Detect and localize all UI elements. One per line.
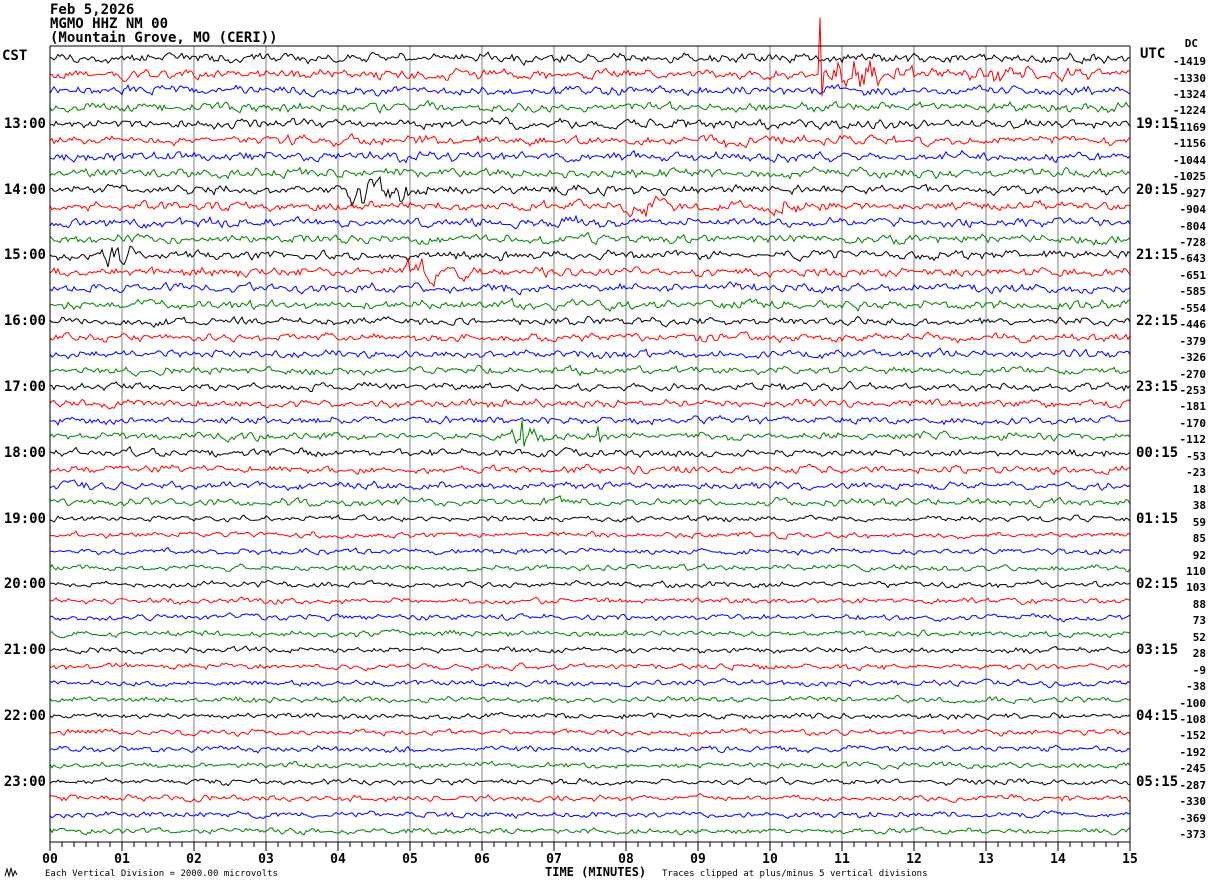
microvolt-scale-icon [4,867,18,878]
cst-hour-label: 13:00 [3,115,46,132]
dc-offset-value: -112 [1179,433,1207,447]
minute-tick-label: 08 [618,852,634,867]
utc-hour-label: 03:15 [1136,642,1179,659]
dc-offset-value: -326 [1179,351,1207,365]
utc-hour-label: 05:15 [1136,773,1179,790]
dc-offset-value: 88 [1192,597,1206,611]
utc-hour-label: 04:15 [1136,708,1179,724]
utc-hour-label: 00:15 [1136,444,1179,461]
dc-offset-value: 52 [1192,630,1206,644]
dc-offset-value: -904 [1179,203,1207,216]
dc-offset-value: -287 [1179,778,1207,792]
minute-tick-label: 14 [1050,852,1066,867]
dc-offset-value: -330 [1179,795,1207,809]
utc-hour-label: 21:15 [1136,247,1179,264]
dc-offset-value: -554 [1179,301,1207,315]
cst-hour-label: 22:00 [3,708,46,724]
minute-tick-label: 10 [762,852,778,867]
utc-hour-label: 22:15 [1136,313,1179,330]
minute-tick-label: 05 [402,852,418,867]
dc-offset-value: -245 [1179,762,1207,776]
dc-offset-value: 73 [1192,614,1206,628]
dc-offset-value: 110 [1186,565,1206,578]
cst-hour-label: 16:00 [3,313,46,330]
dc-offset-value: -804 [1179,219,1207,233]
dc-offset-value: -1169 [1172,120,1206,134]
dc-offset-value: -1419 [1172,55,1206,68]
dc-offset-value: -728 [1179,235,1207,249]
dc-offset-value: -1224 [1172,104,1206,118]
dc-offset-value: -23 [1186,466,1206,480]
dc-offset-value: 28 [1192,647,1206,661]
dc-offset-value: -53 [1186,449,1206,463]
vertical-division-note: Each Vertical Division = 2000.00 microvo… [45,869,278,879]
dc-column-header: DC [1184,37,1198,50]
utc-hour-label: 19:15 [1136,115,1179,132]
minute-tick-label: 00 [42,852,58,867]
minute-tick-label: 03 [258,852,274,867]
cst-hour-label: 18:00 [3,444,46,461]
dc-offset-value: -1156 [1172,137,1206,151]
left-axis-header-cst: CST [2,48,28,64]
utc-hour-label: 01:15 [1136,510,1179,527]
station-location: (Mountain Grove, MO (CERI)) [50,30,278,46]
dc-offset-value: 85 [1192,532,1206,545]
dc-offset-value: 59 [1192,515,1206,529]
minute-tick-label: 15 [1122,852,1138,867]
dc-offset-value: -152 [1179,729,1207,743]
dc-offset-value: -1330 [1172,71,1206,85]
dc-offset-value: 38 [1192,499,1206,513]
minute-tick-label: 12 [906,852,922,867]
dc-offset-value: -192 [1179,745,1207,759]
dc-offset-value: -379 [1179,334,1207,348]
minute-tick-label: 07 [546,852,562,867]
dc-offset-value: -585 [1179,285,1207,299]
minute-tick-label: 04 [330,852,346,867]
dc-offset-value: -373 [1179,828,1207,842]
station-code: MGMO HHZ NM 00 [50,16,169,32]
minute-tick-label: 02 [186,852,202,867]
dc-offset-value: -1044 [1172,153,1206,167]
cst-hour-label: 21:00 [3,642,46,659]
cst-hour-label: 17:00 [3,379,46,395]
minute-tick-label: 01 [114,852,130,867]
clip-note: Traces clipped at plus/minus 5 vertical … [662,869,928,879]
dc-offset-value: -270 [1179,367,1207,381]
cst-hour-label: 14:00 [3,181,46,198]
dc-offset-value: -253 [1179,384,1207,397]
utc-hour-label: 20:15 [1136,181,1179,198]
utc-hour-label: 23:15 [1136,379,1179,395]
cst-hour-label: 15:00 [3,247,46,264]
cst-hour-label: 23:00 [3,773,46,790]
dc-offset-value: 103 [1186,581,1206,595]
dc-offset-value: -100 [1179,696,1207,710]
dc-offset-value: -927 [1179,186,1207,200]
dc-offset-value: -181 [1179,400,1207,414]
minute-tick-label: 13 [978,852,994,867]
minute-tick-label: 11 [834,852,850,867]
dc-offset-value: -1025 [1172,170,1206,184]
dc-offset-value: -108 [1179,713,1207,726]
dc-offset-value: -9 [1192,663,1206,677]
dc-offset-value: 92 [1192,548,1206,562]
x-axis-title: TIME (MINUTES) [545,865,647,879]
dc-offset-value: -643 [1179,252,1207,266]
dc-offset-value: -1324 [1172,87,1206,101]
dc-offset-value: -38 [1186,680,1206,694]
dc-offset-value: 18 [1192,482,1206,496]
dc-offset-value: -446 [1179,318,1207,332]
utc-hour-label: 02:15 [1136,576,1179,593]
dc-offset-value: -369 [1179,811,1207,825]
right-axis-header-utc: UTC [1140,46,1166,62]
cst-hour-label: 20:00 [3,576,46,593]
plot-date: Feb 5,2026 [50,2,135,18]
minute-tick-label: 09 [690,852,706,867]
minute-tick-label: 06 [474,852,490,867]
cst-hour-label: 19:00 [3,510,46,527]
dc-offset-value: -651 [1179,268,1207,282]
dc-offset-value: -170 [1179,416,1207,430]
